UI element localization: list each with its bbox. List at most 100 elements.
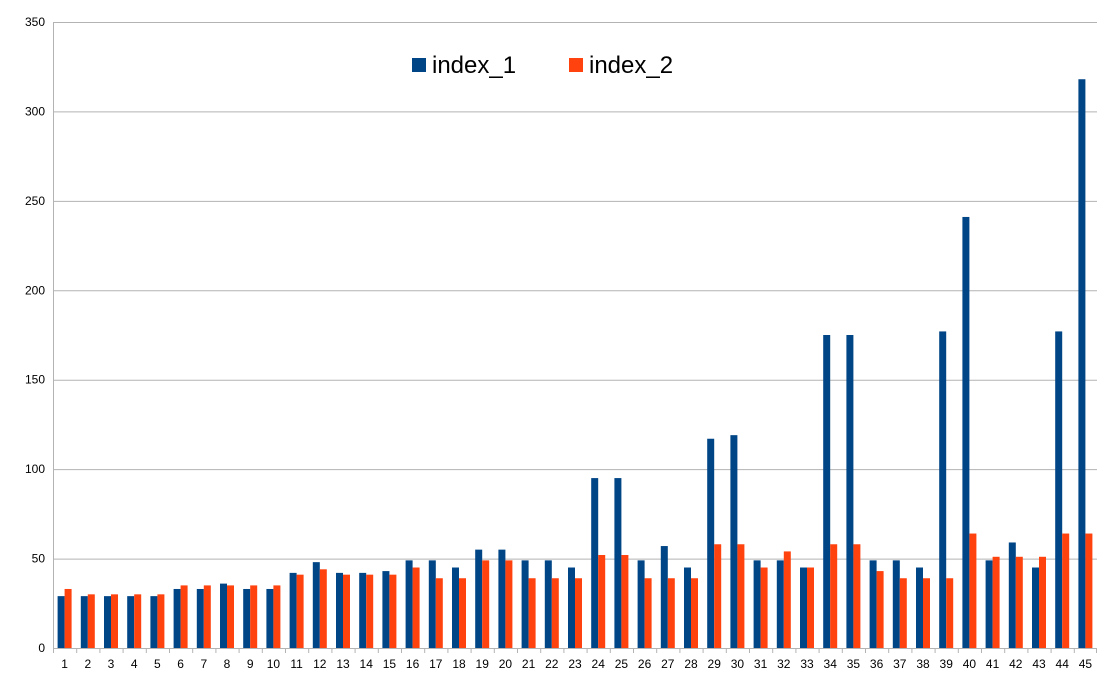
x-tick-label-17: 17 — [429, 657, 443, 671]
x-tick-label-36: 36 — [870, 657, 884, 671]
bar-index-2-38 — [923, 578, 930, 648]
x-tick-label-45: 45 — [1079, 657, 1093, 671]
bar-index-1-12 — [312, 562, 320, 648]
bar-index-1-18 — [452, 567, 459, 648]
bar-index-1-28 — [684, 567, 691, 648]
x-tick-label-11: 11 — [290, 657, 303, 671]
y-tick-label-150: 150 — [25, 373, 45, 387]
x-tick-label-43: 43 — [1032, 657, 1046, 671]
legend-label-index-2: index_2 — [589, 52, 673, 79]
x-tick-label-13: 13 — [336, 657, 350, 671]
bar-index-1-15 — [382, 571, 390, 648]
x-tick-label-7: 7 — [200, 657, 207, 671]
x-tick-label-27: 27 — [661, 657, 675, 671]
y-tick-label-50: 50 — [32, 552, 46, 566]
x-tick-label-22: 22 — [545, 657, 559, 671]
bar-index-2-39 — [946, 578, 954, 648]
legend-swatch-index-1 — [412, 58, 426, 72]
bar-index-1-24 — [591, 478, 599, 648]
bar-index-1-2 — [80, 596, 88, 648]
x-tick-label-25: 25 — [615, 657, 629, 671]
bar-index-2-27 — [667, 578, 675, 648]
bar-index-2-45 — [1085, 533, 1093, 648]
y-tick-label-250: 250 — [25, 194, 45, 208]
bar-index-1-21 — [521, 560, 529, 648]
bar-index-2-28 — [691, 578, 698, 648]
bar-index-1-40 — [962, 216, 970, 648]
bars — [57, 79, 1093, 649]
x-tick-label-20: 20 — [499, 657, 513, 671]
bar-index-1-30 — [730, 435, 738, 648]
bar-index-1-29 — [707, 438, 715, 648]
bar-index-1-34 — [823, 335, 831, 648]
x-tick-label-24: 24 — [592, 657, 606, 671]
bar-index-1-33 — [800, 567, 807, 648]
x-tick-label-15: 15 — [383, 657, 397, 671]
x-tick-label-12: 12 — [313, 657, 327, 671]
bar-index-2-14 — [366, 574, 374, 648]
bar-index-2-35 — [853, 544, 861, 648]
bar-index-1-19 — [475, 549, 483, 648]
y-tick-label-350: 350 — [25, 15, 45, 29]
bar-index-1-23 — [568, 567, 575, 648]
bar-index-2-13 — [343, 574, 350, 648]
bar-index-1-4 — [127, 596, 135, 648]
x-tick-label-9: 9 — [247, 657, 254, 671]
x-tick-label-41: 41 — [986, 657, 1000, 671]
bar-index-2-8 — [227, 585, 234, 648]
bar-index-1-9 — [243, 588, 251, 648]
bar-index-1-37 — [892, 560, 900, 648]
x-tick-label-4: 4 — [131, 657, 138, 671]
bar-index-1-22 — [544, 560, 552, 648]
bar-index-1-11 — [289, 572, 297, 648]
bar-index-2-37 — [899, 578, 907, 648]
bar-index-2-4 — [134, 594, 142, 648]
y-tick-label-200: 200 — [25, 283, 45, 297]
bar-index-2-24 — [598, 554, 606, 648]
bar-index-2-7 — [203, 585, 211, 648]
x-tick-label-44: 44 — [1056, 657, 1070, 671]
x-tick-label-6: 6 — [177, 657, 184, 671]
x-tick-label-32: 32 — [777, 657, 791, 671]
x-tick-label-30: 30 — [731, 657, 745, 671]
x-tick-label-3: 3 — [108, 657, 115, 671]
bar-index-2-36 — [876, 571, 884, 648]
bar-index-1-35 — [846, 335, 854, 648]
bar-index-2-15 — [389, 574, 397, 648]
bar-index-2-26 — [644, 578, 652, 648]
legend-label-index-1: index_1 — [432, 52, 516, 79]
legend-swatch-index-2 — [569, 58, 583, 72]
bar-index-1-26 — [637, 560, 645, 648]
bar-index-2-20 — [505, 560, 513, 648]
bar-index-2-2 — [87, 594, 95, 648]
x-tick-label-42: 42 — [1009, 657, 1023, 671]
x-tick-label-5: 5 — [154, 657, 161, 671]
bar-index-1-25 — [614, 478, 622, 648]
bar-index-1-41 — [985, 560, 993, 648]
bar-index-1-38 — [916, 567, 923, 648]
bar-index-2-18 — [459, 578, 466, 648]
bar-index-2-29 — [714, 544, 722, 648]
bar-index-2-9 — [250, 585, 258, 648]
x-tick-label-8: 8 — [224, 657, 231, 671]
bar-index-2-22 — [551, 578, 559, 648]
bar-index-1-31 — [753, 560, 761, 648]
x-tick-label-23: 23 — [568, 657, 582, 671]
y-tick-label-300: 300 — [25, 104, 45, 118]
bar-index-1-27 — [660, 546, 668, 648]
x-tick-label-37: 37 — [893, 657, 907, 671]
bar-index-1-42 — [1008, 542, 1016, 648]
bar-index-2-31 — [760, 567, 768, 648]
bar-index-1-17 — [428, 560, 436, 648]
x-tick-label-40: 40 — [963, 657, 977, 671]
bar-index-1-14 — [359, 572, 367, 648]
bar-index-1-3 — [104, 596, 111, 648]
x-tick-label-29: 29 — [708, 657, 722, 671]
x-tick-label-31: 31 — [754, 657, 768, 671]
x-tick-label-16: 16 — [406, 657, 420, 671]
bar-index-2-1 — [64, 588, 72, 648]
bar-index-1-6 — [173, 588, 181, 648]
bar-index-2-25 — [621, 554, 629, 648]
x-tick-label-2: 2 — [84, 657, 91, 671]
x-tick-label-28: 28 — [684, 657, 698, 671]
